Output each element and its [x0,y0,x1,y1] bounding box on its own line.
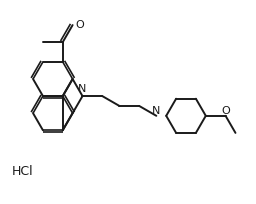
Text: O: O [221,105,230,115]
Text: N: N [152,105,161,115]
Text: HCl: HCl [11,164,33,177]
Text: O: O [76,20,84,30]
Text: N: N [78,84,87,94]
